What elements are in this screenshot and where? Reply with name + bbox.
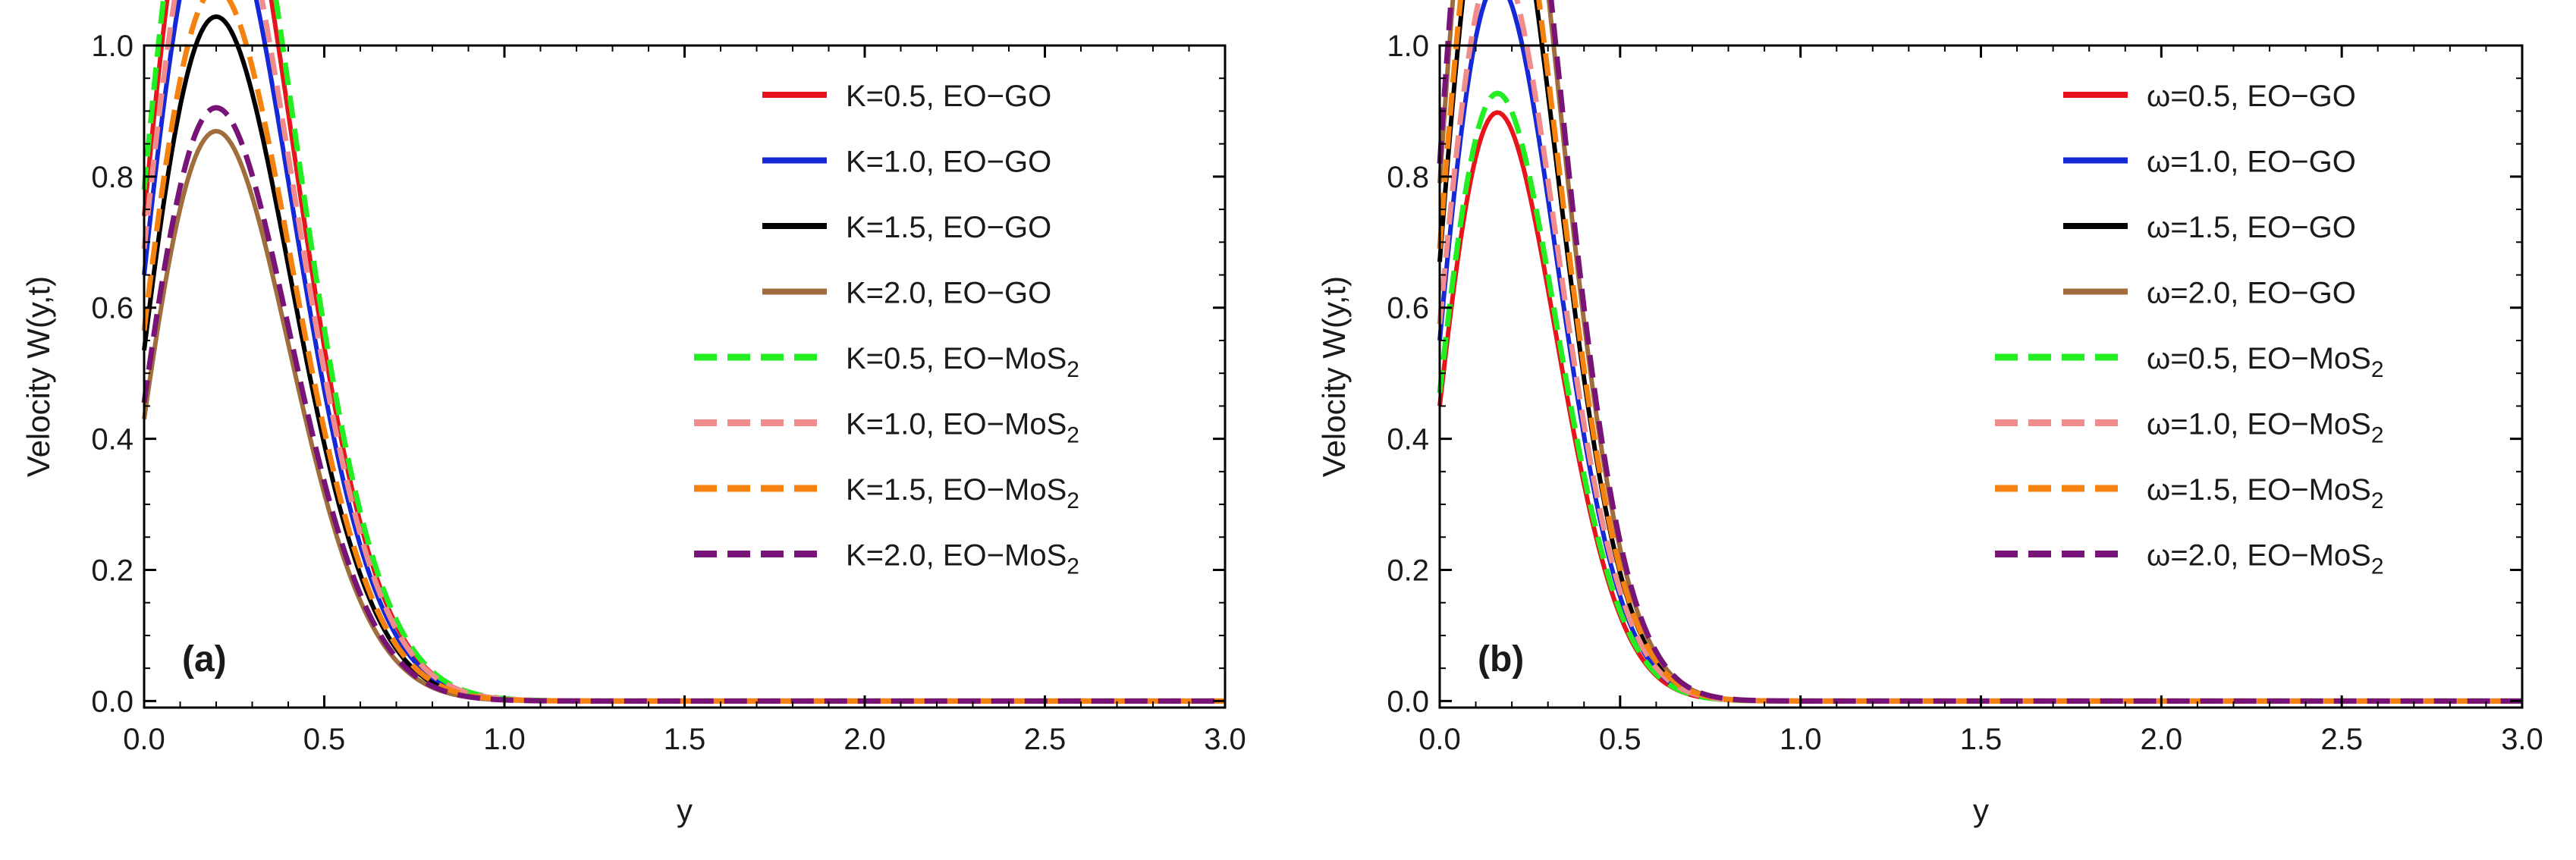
x-tick-label: 0.0 bbox=[123, 723, 165, 756]
legend-label-subscript: 2 bbox=[1067, 488, 1079, 513]
y-tick-label: 0.2 bbox=[1387, 554, 1429, 587]
chart-panel-a: 0.0 0.5 1.0 1.5 2.0 2.5 3.0 0.0 0.2 0.4 0.6 0.8 1.0 y… bbox=[20, 0, 1246, 828]
y-tick-label: 0.0 bbox=[1387, 685, 1429, 718]
legend-label: K=0.5, EO−GO bbox=[846, 80, 1051, 113]
series-line bbox=[1437, 110, 2522, 704]
legend-label: K=2.0, EO−GO bbox=[846, 277, 1051, 310]
legend: ω=0.5, EO−GO ω=1.0, EO−GO ω=1.5, EO−GO ω=2.… bbox=[1995, 80, 2384, 579]
legend-label: ω=1.5, EO−MoS2 bbox=[2147, 473, 2384, 513]
x-tick-label: 1.5 bbox=[1960, 723, 2003, 756]
legend-label: ω=1.5, EO−GO bbox=[2147, 211, 2356, 244]
y-tick-label: 0.4 bbox=[91, 423, 134, 457]
y-tick-label: 0.2 bbox=[91, 554, 134, 587]
series-line bbox=[1437, 90, 2522, 704]
y-tick-label: 0.8 bbox=[91, 161, 134, 194]
legend-label-subscript: 2 bbox=[2371, 488, 2384, 513]
y-axis-label: Velocity W(y,t) bbox=[20, 276, 56, 477]
legend-label-subscript: 2 bbox=[1067, 423, 1079, 448]
legend-label: ω=0.5, EO−GO bbox=[2147, 80, 2356, 113]
y-tick-label: 1.0 bbox=[1387, 30, 1429, 63]
plot-frame bbox=[1438, 44, 2524, 709]
chart-panel-b: 0.0 0.5 1.0 1.5 2.0 2.5 3.0 0.0 0.2 0.4 0.6 0.8 1.0 y… bbox=[1316, 0, 2543, 828]
legend-label: ω=1.0, EO−GO bbox=[2147, 146, 2356, 179]
legend-label: ω=2.0, EO−GO bbox=[2147, 277, 2356, 310]
x-tick-label: 0.5 bbox=[1599, 723, 1641, 756]
legend-label: ω=1.0, EO−MoS2 bbox=[2147, 408, 2384, 448]
legend-label-subscript: 2 bbox=[1067, 357, 1079, 382]
legend-label: K=2.0, EO−MoS2 bbox=[846, 539, 1079, 579]
legend-label: K=0.5, EO−MoS2 bbox=[846, 342, 1079, 382]
x-tick-label: 0.0 bbox=[1418, 723, 1461, 756]
legend-label-subscript: 2 bbox=[2371, 357, 2384, 382]
legend-label: K=1.0, EO−GO bbox=[846, 146, 1051, 179]
y-tick-label: 0.4 bbox=[1387, 423, 1429, 457]
plot-frame bbox=[143, 44, 1227, 709]
x-tick-label: 1.0 bbox=[1780, 723, 1822, 756]
x-tick-label: 2.5 bbox=[2320, 723, 2363, 756]
legend-label: K=1.5, EO−MoS2 bbox=[846, 473, 1079, 513]
x-tick-label: 3.0 bbox=[2501, 723, 2543, 756]
panel-label: (a) bbox=[182, 639, 227, 680]
x-axis-label: y bbox=[1973, 793, 1989, 828]
legend-label-subscript: 2 bbox=[2371, 554, 2384, 579]
y-axis-label: Velocity W(y,t) bbox=[1316, 276, 1352, 477]
y-tick-label: 0.6 bbox=[1387, 292, 1429, 325]
x-tick-label: 2.0 bbox=[2141, 723, 2183, 756]
x-tick-label: 3.0 bbox=[1204, 723, 1246, 756]
legend-label-subscript: 2 bbox=[2371, 423, 2384, 448]
y-tick-label: 1.0 bbox=[91, 30, 134, 63]
x-tick-label: 1.0 bbox=[483, 723, 526, 756]
x-axis-label: y bbox=[677, 793, 693, 828]
x-tick-label: 1.5 bbox=[664, 723, 706, 756]
legend-label-subscript: 2 bbox=[1067, 554, 1079, 579]
x-tick-label: 0.5 bbox=[303, 723, 346, 756]
x-tick-label: 2.0 bbox=[843, 723, 886, 756]
legend: K=0.5, EO−GO K=1.0, EO−GO K=1.5, EO−GO K=2.… bbox=[694, 80, 1079, 579]
y-tick-label: 0.6 bbox=[91, 292, 134, 325]
x-tick-label: 2.5 bbox=[1024, 723, 1067, 756]
y-tick-label: 0.8 bbox=[1387, 161, 1429, 194]
legend-label: K=1.0, EO−MoS2 bbox=[846, 408, 1079, 448]
legend-label: ω=0.5, EO−MoS2 bbox=[2147, 342, 2384, 382]
y-tick-label: 0.0 bbox=[91, 685, 134, 718]
panel-label: (b) bbox=[1478, 639, 1524, 680]
legend-label: K=1.5, EO−GO bbox=[846, 211, 1051, 244]
legend-label: ω=2.0, EO−MoS2 bbox=[2147, 539, 2384, 579]
